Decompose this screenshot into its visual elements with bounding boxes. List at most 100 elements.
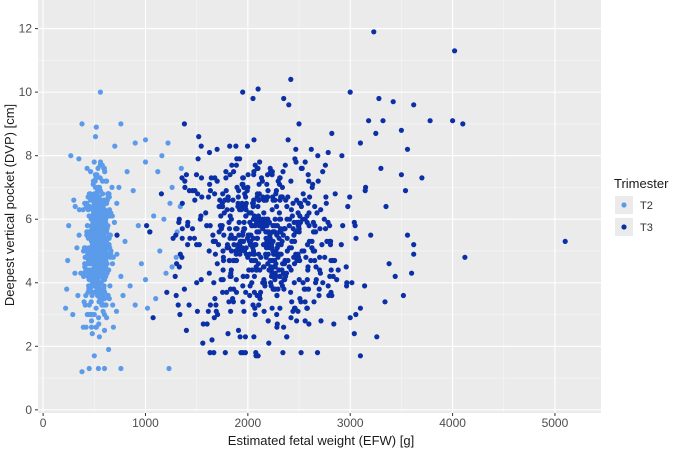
point-t3 — [274, 292, 280, 299]
point-t3 — [220, 277, 226, 283]
point-t3 — [320, 280, 326, 286]
y-tick-label: 0 — [25, 403, 32, 417]
point-t2 — [130, 188, 136, 194]
point-t3 — [272, 216, 278, 222]
point-t2 — [80, 248, 87, 254]
point-t3 — [450, 118, 456, 124]
point-t3 — [302, 299, 308, 305]
point-t3 — [231, 286, 237, 292]
point-t3 — [288, 289, 294, 295]
point-t2 — [96, 238, 102, 244]
point-t3 — [299, 165, 305, 171]
point-t2 — [88, 299, 94, 305]
point-t3 — [158, 191, 164, 197]
point-t3 — [231, 242, 237, 248]
point-t3 — [206, 270, 212, 276]
point-t3 — [327, 242, 334, 248]
point-t2 — [79, 121, 85, 127]
point-t3 — [344, 283, 350, 289]
point-t3 — [181, 286, 187, 292]
point-t3 — [392, 273, 398, 279]
point-t2 — [132, 140, 138, 146]
x-axis-label: Estimated fetal weight (EFW) [g] — [228, 433, 414, 448]
point-t3 — [173, 292, 179, 299]
plot-panel — [38, 0, 601, 413]
point-t3 — [297, 213, 303, 219]
point-t3 — [371, 29, 377, 35]
point-t3 — [278, 194, 284, 200]
point-t2 — [91, 200, 97, 206]
point-t3 — [347, 89, 353, 95]
point-t3 — [398, 127, 404, 133]
point-t2 — [90, 181, 96, 187]
x-tick-label: 1000 — [132, 416, 159, 430]
point-t3 — [284, 235, 290, 241]
point-t2 — [64, 286, 70, 292]
point-t3 — [235, 194, 241, 200]
point-t3 — [254, 191, 260, 197]
point-t3 — [281, 324, 287, 330]
point-t2 — [153, 296, 159, 302]
point-t2 — [122, 238, 128, 244]
point-t3 — [183, 172, 189, 178]
point-t3 — [269, 207, 275, 213]
point-t3 — [243, 207, 249, 213]
point-t3 — [376, 95, 382, 102]
point-t3 — [257, 159, 263, 165]
point-t3 — [240, 299, 246, 305]
point-t3 — [334, 277, 340, 283]
point-t2 — [111, 219, 117, 225]
point-t3 — [272, 286, 278, 292]
point-t3 — [332, 191, 338, 197]
point-t2 — [91, 159, 97, 165]
point-t3 — [239, 232, 246, 238]
point-t2 — [165, 140, 171, 146]
point-t3 — [291, 232, 297, 238]
point-t3 — [296, 223, 302, 229]
point-t3 — [240, 273, 246, 279]
point-t3 — [220, 257, 227, 264]
point-t2 — [86, 365, 92, 372]
point-t3 — [256, 197, 262, 203]
point-t3 — [366, 118, 372, 124]
point-t3 — [230, 235, 236, 241]
point-t2 — [98, 299, 104, 305]
point-t2 — [124, 169, 130, 175]
point-t3 — [404, 232, 411, 238]
point-t3 — [241, 308, 247, 314]
point-t2 — [98, 197, 104, 203]
point-t3 — [210, 238, 216, 244]
point-t3 — [179, 226, 185, 232]
point-t2 — [89, 331, 95, 337]
point-t3 — [279, 283, 285, 289]
point-t2 — [114, 251, 120, 257]
point-t3 — [251, 172, 257, 178]
point-t3 — [323, 194, 329, 200]
point-t3 — [172, 273, 178, 279]
point-t3 — [238, 238, 244, 244]
point-t3 — [211, 350, 217, 356]
point-t2 — [66, 223, 72, 229]
point-t2 — [157, 248, 163, 254]
point-t2 — [105, 223, 111, 229]
point-t2 — [72, 270, 78, 276]
point-t3 — [288, 76, 294, 82]
point-t2 — [118, 273, 124, 279]
point-t3 — [352, 223, 358, 229]
point-t3 — [256, 223, 262, 229]
point-t2 — [93, 124, 99, 130]
point-t3 — [229, 207, 235, 213]
point-t3 — [258, 175, 265, 181]
point-t2 — [104, 197, 110, 203]
point-t2 — [81, 273, 87, 279]
point-t3 — [207, 302, 213, 308]
point-t3 — [185, 219, 191, 225]
point-t3 — [228, 270, 234, 276]
point-t3 — [227, 143, 233, 149]
point-t3 — [228, 308, 234, 314]
point-t3 — [242, 334, 248, 340]
point-t3 — [261, 216, 268, 222]
point-t3 — [254, 229, 260, 235]
point-t3 — [179, 200, 185, 206]
point-t3 — [317, 226, 323, 232]
